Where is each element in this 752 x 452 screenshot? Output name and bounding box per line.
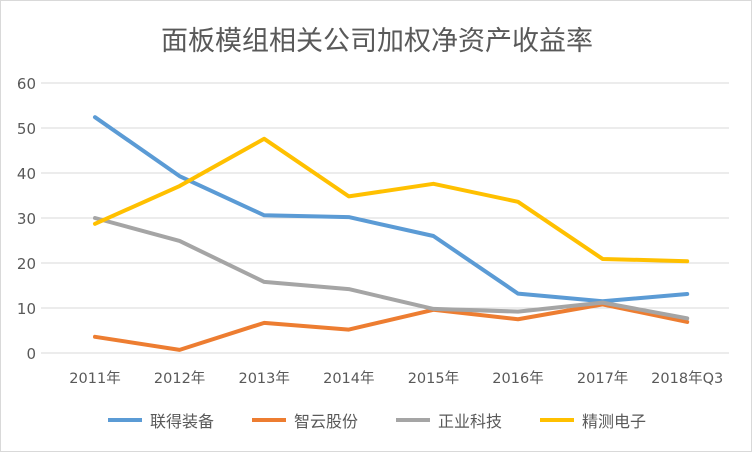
x-tick-label: 2012年 [154,370,205,387]
x-tick-label: 2011年 [69,370,120,387]
y-tick-label: 40 [17,165,36,183]
legend-swatch [396,418,430,422]
y-tick-label: 30 [17,210,36,228]
legend-item: 智云股份 [251,408,358,432]
chart-title: 面板模组相关公司加权净资产收益率 [161,26,593,57]
legend-item: 正业科技 [396,408,502,432]
legend-label: 精测电子 [582,412,647,431]
legend-item: 联得装备 [107,408,214,432]
x-tick-label: 2015年 [408,370,459,387]
y-tick-label: 10 [17,300,36,318]
x-tick-label: 2013年 [238,370,289,387]
legend-swatch [540,418,575,422]
y-tick-label: 0 [26,345,36,363]
y-tick-label: 60 [17,75,36,93]
x-tick-label: 2017年 [577,370,628,387]
legend-label: 联得装备 [149,412,214,431]
legend-item: 精测电子 [540,408,646,432]
series-line-1 [93,302,690,352]
x-tick-label: 2018年Q3 [651,370,723,387]
x-tick-label: 2016年 [492,370,543,387]
legend-swatch [107,418,142,422]
legend-swatch [251,418,286,422]
y-tick-label: 50 [17,120,36,138]
legend-label: 智云股份 [293,412,358,431]
series-line-3 [93,136,690,264]
legend: 联得装备 智云股份 正业科技 精测电子 [1,408,751,432]
x-tick-label: 2014年 [323,370,374,387]
series-line-0 [93,115,690,304]
legend-label: 正业科技 [438,412,503,431]
series-line-2 [93,216,690,321]
y-tick-label: 20 [17,255,36,273]
